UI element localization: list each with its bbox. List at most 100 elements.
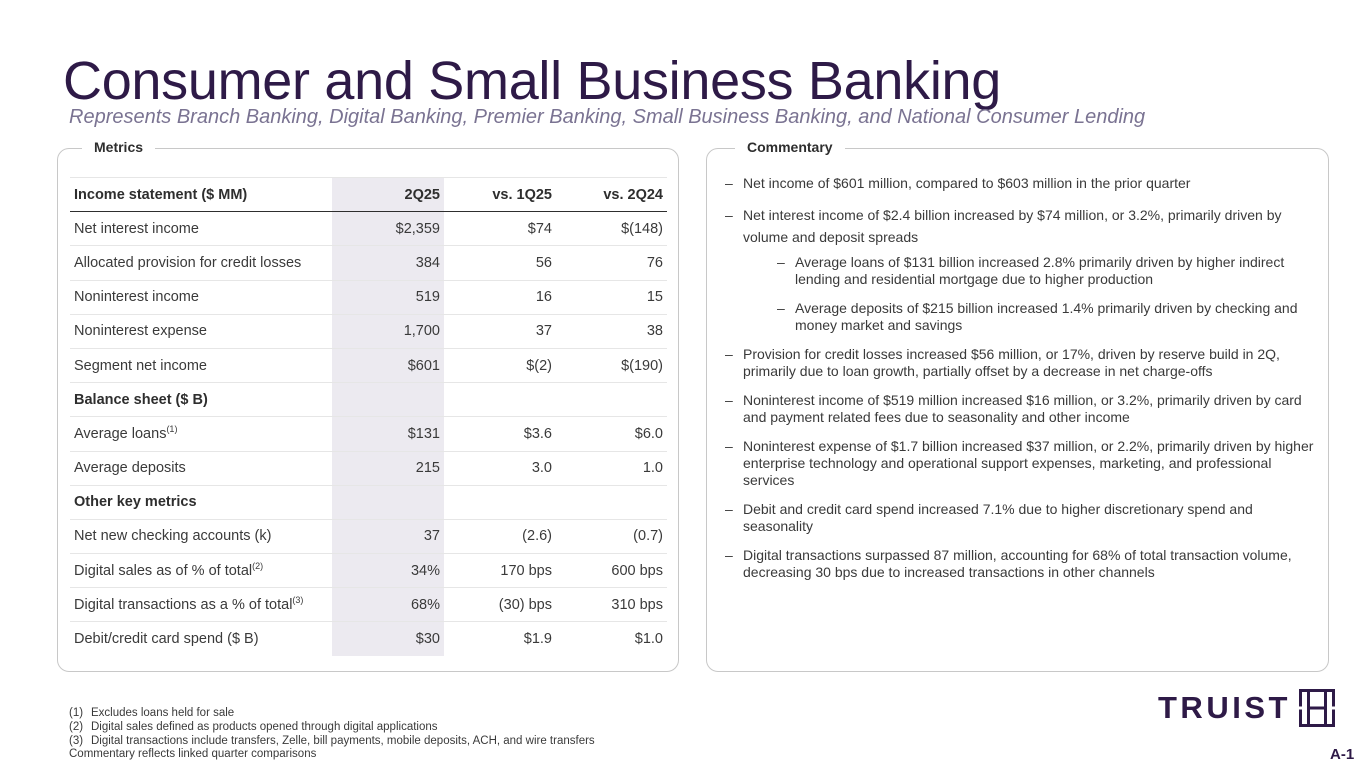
cell-vs-1q25: $74: [444, 211, 556, 246]
row-label: Allocated provision for credit losses: [70, 245, 332, 281]
cell-vs-1q25: (2.6): [444, 518, 556, 554]
footnotes: (1) Excludes loans held for sale (2) Digit…: [69, 707, 595, 762]
table-row: Noninterest income 519 16 15: [70, 279, 667, 315]
cell-2q25: $2,359: [332, 211, 444, 246]
footnote-ref: (1): [166, 424, 178, 435]
dash-bullet: –: [725, 438, 733, 454]
metrics-table: Income statement ($ MM) 2Q25 vs. 1Q25 vs…: [70, 176, 667, 657]
cell-2q25: $30: [332, 621, 444, 657]
commentary-item: – Noninterest expense of $1.7 billion inc…: [725, 438, 1314, 488]
cell-vs-1q25: $3.6: [444, 416, 556, 451]
metrics-panel: Metrics Income statement ($ MM) 2Q25 vs.…: [57, 139, 679, 672]
commentary-item: – Debit and credit card spend increased 7…: [725, 501, 1253, 534]
table-row: Digital transactions as a % of total(3) …: [70, 587, 667, 622]
footnote: (3) Digital transactions include transfer…: [69, 734, 595, 747]
commentary-list: – Net income of $601 million, compared to…: [725, 175, 1321, 593]
cell-2q25: $601: [332, 347, 444, 383]
commentary-item: – Provision for credit losses increased $…: [725, 346, 1280, 379]
row-label: Digital sales as of % of total(2): [70, 553, 332, 588]
dash-bullet: –: [725, 392, 733, 408]
footnote-commentary-note: Commentary reflects linked quarter compa…: [69, 748, 317, 761]
commentary-item: – Net income of $601 million, compared to…: [725, 175, 1191, 191]
cell-vs-1q25: 37: [444, 313, 556, 349]
cell-vs-1q25: 56: [444, 245, 556, 281]
cell-vs-2q24: $1.0: [556, 621, 667, 657]
cell-vs-2q24: 1.0: [556, 450, 667, 486]
commentary-item: – Net interest income of $2.4 billion inc…: [725, 204, 1321, 248]
commentary-item: – Digital transactions surpassed 87 milli…: [725, 547, 1292, 580]
dash-bullet: –: [777, 300, 785, 316]
commentary-panel: Commentary – Net income of $601 million, …: [706, 139, 1329, 672]
section-label: Balance sheet ($ B): [70, 382, 332, 417]
row-label: Average deposits: [70, 450, 332, 486]
row-label: Digital transactions as a % of total(3): [70, 587, 332, 622]
dash-bullet: –: [725, 175, 733, 191]
page-title: Consumer and Small Business Banking: [63, 51, 1001, 111]
header-vs-1q25: vs. 1Q25: [444, 176, 556, 213]
cell-2q25: 37: [332, 518, 444, 554]
table-header-row: Income statement ($ MM) 2Q25 vs. 1Q25 vs…: [70, 176, 667, 213]
dash-bullet: –: [725, 346, 733, 362]
row-label: Net interest income: [70, 211, 332, 246]
cell-vs-2q24: 76: [556, 245, 667, 281]
section-label: Other key metrics: [70, 484, 332, 520]
cell-vs-1q25: $(2): [444, 347, 556, 383]
cell-2q25: 1,700: [332, 313, 444, 349]
table-row: Allocated provision for credit losses 38…: [70, 245, 667, 281]
dash-bullet: –: [725, 547, 733, 563]
dash-bullet: –: [725, 501, 733, 517]
table-row: Net interest income $2,359 $74 $(148): [70, 211, 667, 246]
cell-vs-2q24: 38: [556, 313, 667, 349]
cell-2q25: 384: [332, 245, 444, 281]
commentary-subitem: – Average deposits of $215 billion increa…: [777, 300, 1298, 333]
page-subtitle: Represents Branch Banking, Digital Banki…: [69, 106, 1146, 128]
cell-2q25: $131: [332, 416, 444, 451]
cell-vs-1q25: (30) bps: [444, 587, 556, 622]
cell-vs-2q24: 600 bps: [556, 553, 667, 588]
commentary-panel-label: Commentary: [735, 139, 845, 155]
cell-vs-2q24: $6.0: [556, 416, 667, 451]
footnote: (1) Excludes loans held for sale: [69, 707, 235, 719]
header-vs-2q24: vs. 2Q24: [556, 176, 667, 213]
commentary-subitem: – Average loans of $131 billion increased…: [777, 254, 1285, 287]
footnote-ref: (3): [292, 595, 304, 606]
section-row-balance-sheet: Balance sheet ($ B): [70, 382, 667, 417]
cell-vs-1q25: 3.0: [444, 450, 556, 486]
footnote: (2) Digital sales defined as products ope…: [69, 720, 438, 733]
row-label: Average loans(1): [70, 416, 332, 451]
table-row: Segment net income $601 $(2) $(190): [70, 347, 667, 383]
cell-2q25: 215: [332, 450, 444, 486]
logo-wordmark: TRUIST: [1158, 690, 1291, 725]
table-row: Digital sales as of % of total(2) 34% 17…: [70, 553, 667, 588]
cell-2q25: 519: [332, 279, 444, 315]
cell-2q25: 34%: [332, 553, 444, 588]
cell-vs-1q25: 170 bps: [444, 553, 556, 588]
cell-vs-2q24: (0.7): [556, 518, 667, 554]
header-income-statement: Income statement ($ MM): [70, 176, 332, 213]
cell-vs-1q25: 16: [444, 279, 556, 315]
table-row: Average loans(1) $131 $3.6 $6.0: [70, 416, 667, 451]
footnote-ref: (2): [252, 560, 264, 571]
section-row-other-key-metrics: Other key metrics: [70, 484, 667, 520]
row-label: Segment net income: [70, 347, 332, 383]
cell-vs-1q25: $1.9: [444, 621, 556, 657]
page-number: A-1: [1330, 746, 1355, 763]
table-row: Net new checking accounts (k) 37 (2.6) (…: [70, 518, 667, 554]
table-row: Average deposits 215 3.0 1.0: [70, 450, 667, 486]
table-row: Noninterest expense 1,700 37 38: [70, 313, 667, 349]
commentary-item: – Noninterest income of $519 million incr…: [725, 392, 1302, 425]
cell-vs-2q24: $(148): [556, 211, 667, 246]
cell-2q25: 68%: [332, 587, 444, 622]
cell-vs-2q24: 15: [556, 279, 667, 315]
table-row: Debit/credit card spend ($ B) $30 $1.9 $…: [70, 621, 667, 657]
row-label: Noninterest expense: [70, 313, 332, 349]
header-2q25: 2Q25: [332, 176, 444, 213]
row-label: Noninterest income: [70, 279, 332, 315]
row-label: Debit/credit card spend ($ B): [70, 621, 332, 657]
row-label: Net new checking accounts (k): [70, 518, 332, 554]
dash-bullet: –: [725, 207, 733, 223]
dash-bullet: –: [777, 254, 785, 270]
truist-logo-icon: [1298, 689, 1335, 727]
metrics-panel-label: Metrics: [82, 139, 156, 155]
truist-logo: TRUIST: [1158, 688, 1335, 728]
